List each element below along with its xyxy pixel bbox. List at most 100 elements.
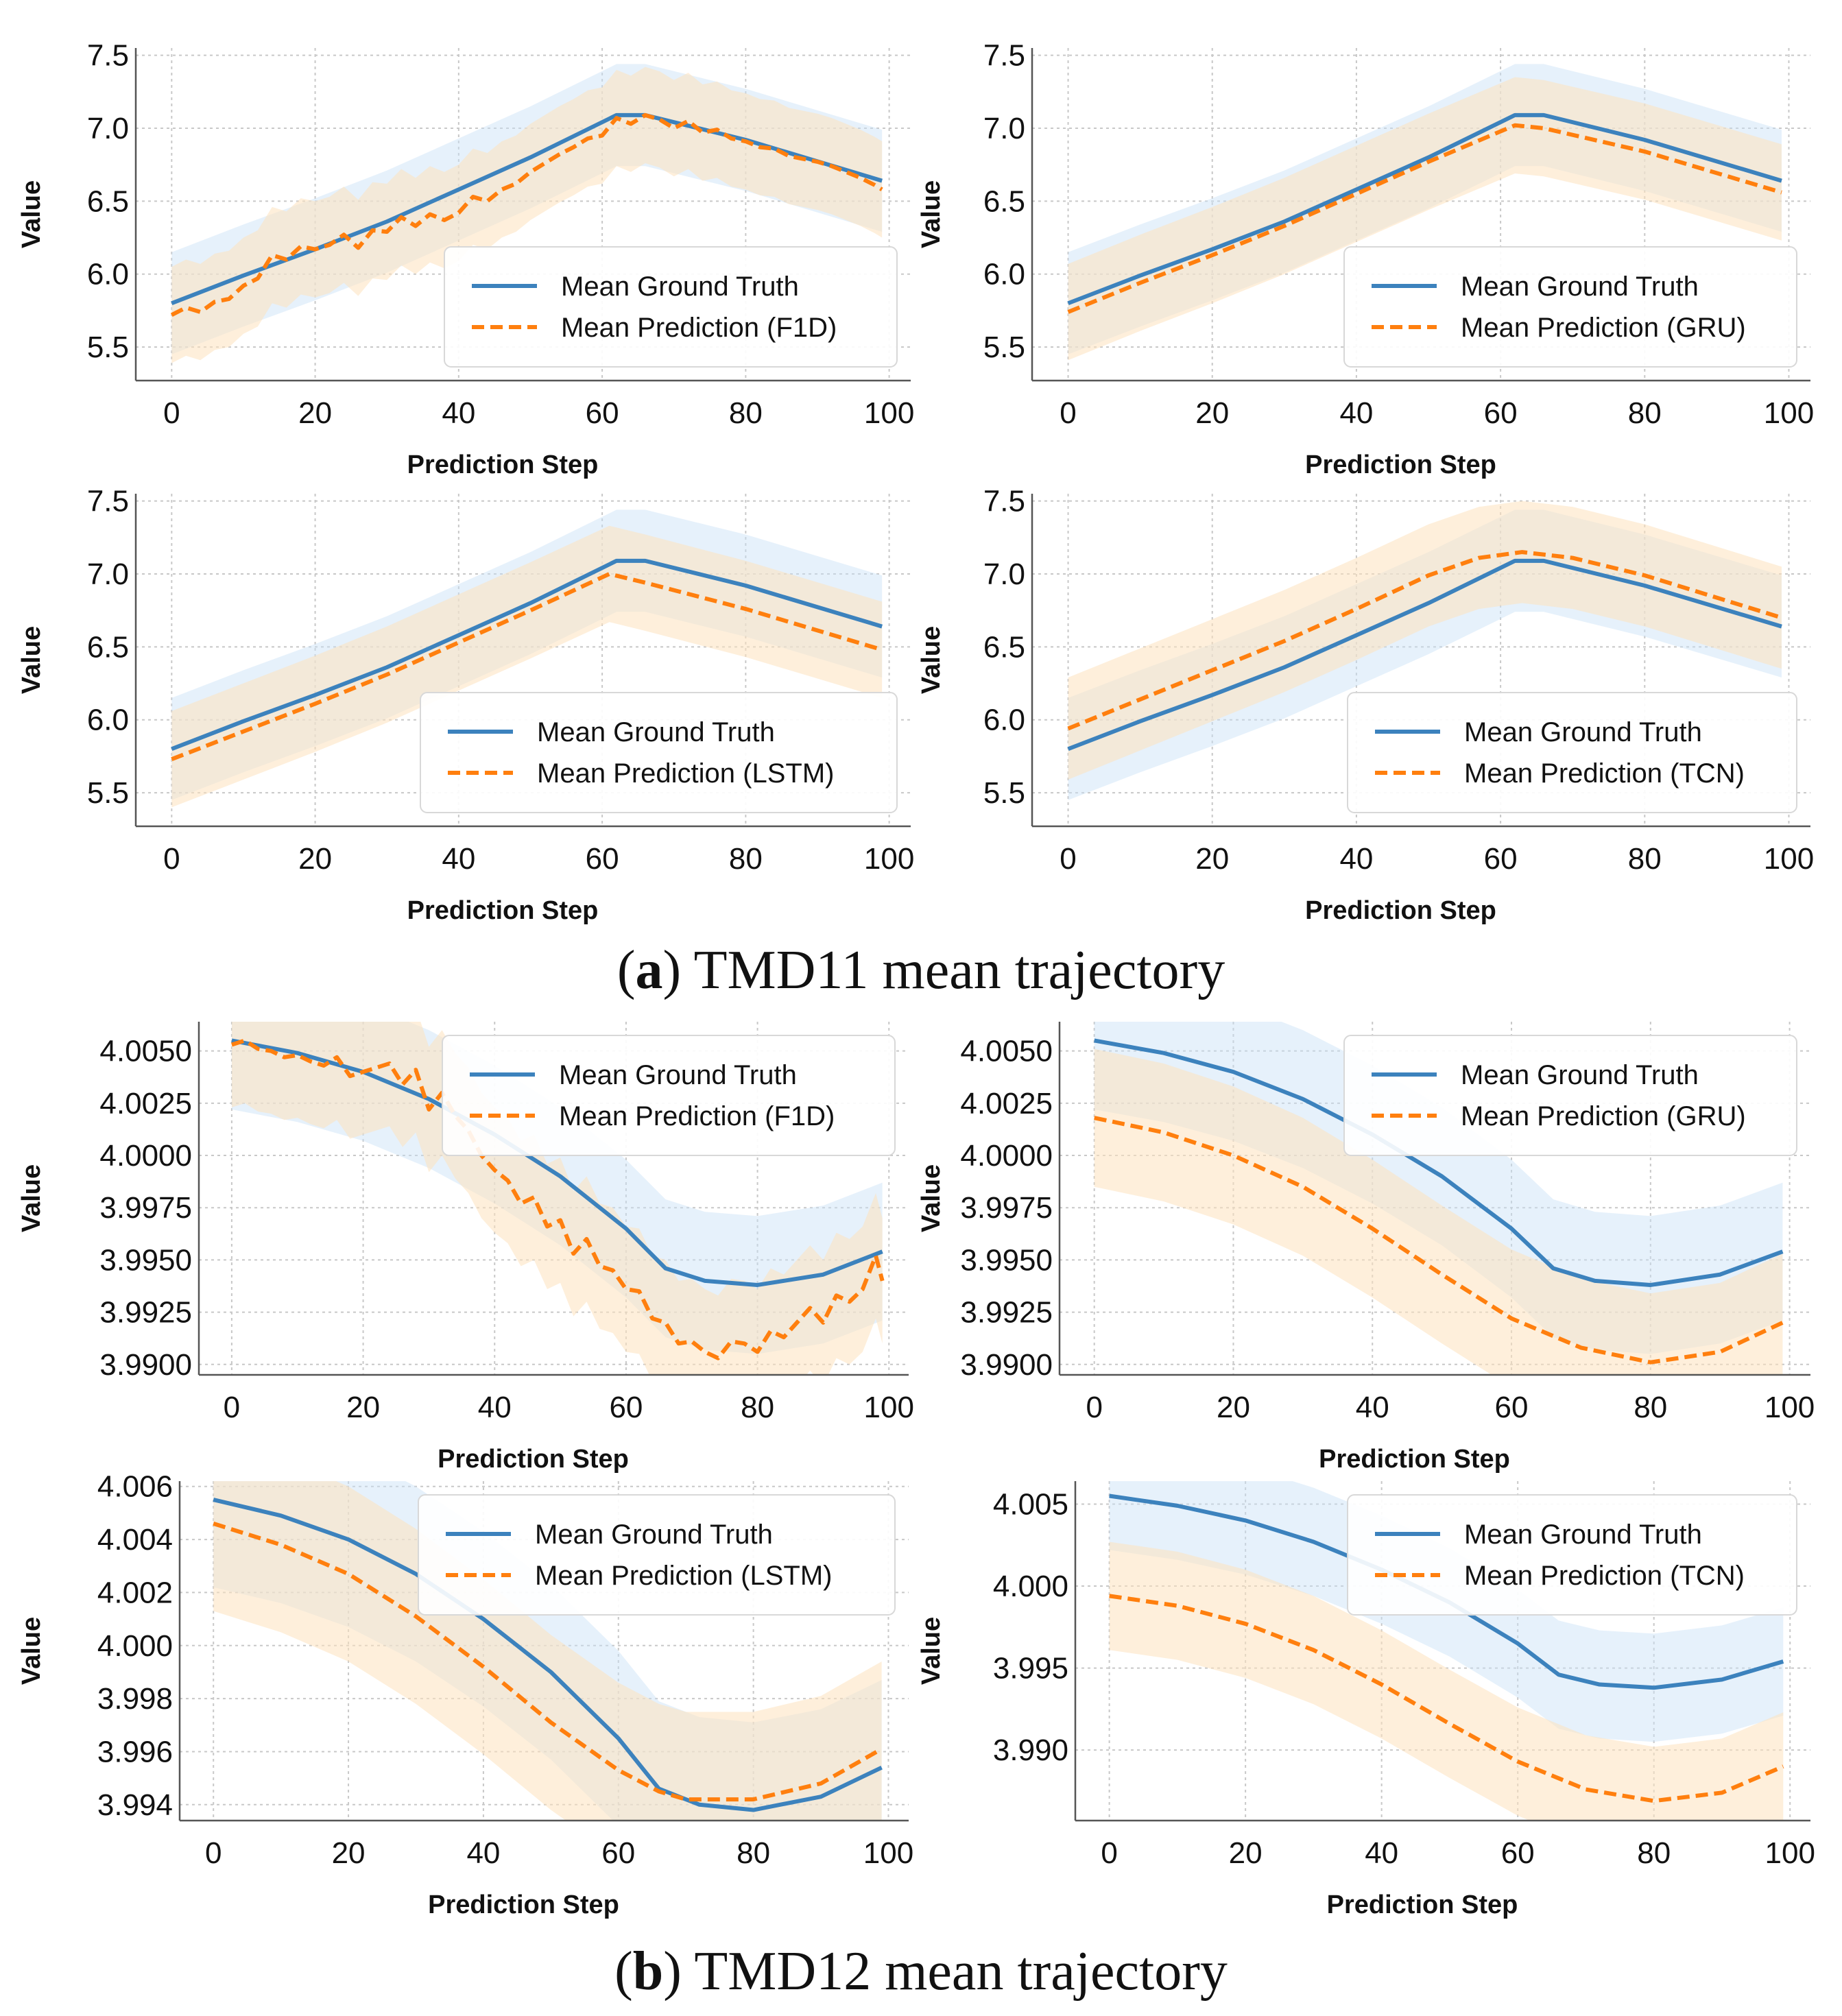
legend: Mean Ground Truth Mean Prediction (F1D) [444,246,898,368]
plot-area [1067,64,1782,361]
x-axis-label: Prediction Step [1305,451,1496,479]
y-axis-label: Value [17,1164,46,1232]
y-tick-label: 4.0025 [99,1087,192,1120]
panel-tmd11-lstm: 0 20 40 60 80 100 5.5 6.0 6.5 7.0 7.5 Prediction St… [17,485,914,925]
x-axis-label: Prediction Step [438,1445,629,1474]
x-tick-label: 0 [1101,1836,1117,1870]
y-axis-label: Value [17,626,46,694]
panel-tmd12-tcn: 0 20 40 60 80 100 3.990 3.995 4.000 4.005 Predicti… [917,1481,1815,1919]
legend: Mean Ground Truth Mean Prediction (LSTM) [420,692,898,813]
x-tick-label: 20 [346,1391,380,1424]
caption-b-letter: b [632,1941,664,2002]
y-tick-label: 6.5 [87,184,129,218]
x-tick-label: 80 [1634,1391,1667,1424]
legend: Mean Ground Truth Mean Prediction (TCN) [1347,1494,1797,1616]
x-tick-label: 100 [864,1391,914,1424]
y-axis-label: Value [917,626,946,694]
legend-prediction-label: Mean Prediction (F1D) [561,313,837,343]
y-axis-label: Value [917,1617,946,1685]
legend-box [1347,692,1797,813]
prediction-band [1068,77,1782,361]
x-axis-label: Prediction Step [407,896,599,925]
plot-area [171,509,883,808]
caption-a-letter: a [635,940,663,1000]
y-tick-label: 6.0 [87,704,129,737]
prediction-band [213,1481,882,1821]
y-axis-label: Value [917,180,946,248]
ground-truth-line [1067,558,1782,752]
y-tick-label: 6.5 [983,184,1025,218]
plot-area [213,1481,883,1821]
x-tick-label: 60 [1495,1391,1529,1424]
legend-box [444,246,898,368]
y-tick-label: 4.004 [97,1523,173,1557]
plot-area [1094,1022,1784,1375]
prediction-line [171,571,883,761]
y-tick-label: 7.5 [983,485,1025,518]
legend-prediction-label: Mean Prediction (TCN) [1464,758,1745,789]
x-tick-label: 20 [1195,842,1229,876]
y-tick-label: 4.0050 [99,1035,192,1068]
legend-prediction-label: Mean Prediction (GRU) [1461,1101,1746,1131]
x-tick-label: 100 [1764,396,1814,430]
prediction-band [171,525,883,808]
x-tick-label: 60 [1501,1836,1535,1870]
x-tick-label: 60 [586,842,619,876]
y-tick-label: 4.0050 [960,1035,1053,1068]
x-tick-label: 60 [586,396,619,430]
x-tick-label: 80 [741,1391,774,1424]
y-axis-label: Value [17,180,46,248]
x-tick-label: 80 [729,842,763,876]
x-tick-label: 0 [224,1391,240,1424]
y-tick-label: 7.0 [983,112,1025,145]
prediction-band [171,67,883,363]
x-tick-label: 40 [478,1391,512,1424]
x-tick-label: 20 [298,842,332,876]
legend-ground-truth-label: Mean Ground Truth [1464,1520,1702,1550]
y-tick-label: 4.0000 [99,1139,192,1173]
legend-box [418,1494,896,1616]
y-tick-label: 3.9900 [99,1348,192,1382]
x-tick-label: 0 [1086,1391,1102,1424]
ground-truth-line [1067,112,1782,306]
caption-a: (a) TMD11 mean trajectory [617,940,1225,1000]
y-axis-label: Value [17,1617,46,1685]
y-tick-label: 6.5 [87,630,129,664]
ground-truth-line [1109,1493,1784,1690]
prediction-band [1109,1541,1784,1821]
y-tick-label: 3.994 [97,1788,173,1822]
y-tick-label: 7.5 [87,39,129,73]
x-tick-label: 80 [737,1836,770,1870]
prediction-line [213,1522,883,1802]
legend-ground-truth-label: Mean Ground Truth [559,1060,797,1090]
legend-ground-truth-label: Mean Ground Truth [1461,272,1699,302]
y-tick-label: 3.990 [993,1733,1068,1767]
prediction-band [1068,501,1782,780]
y-tick-label: 3.9925 [99,1296,192,1330]
x-tick-label: 0 [205,1836,222,1870]
legend: Mean Ground Truth Mean Prediction (LSTM) [418,1494,896,1616]
panel-tmd11-gru: 0 20 40 60 80 100 5.5 6.0 6.5 7.0 7.5 Prediction St… [917,39,1814,479]
legend: Mean Ground Truth Mean Prediction (GRU) [1343,246,1797,368]
ground-truth-line [1094,1038,1784,1287]
y-tick-label: 6.0 [983,258,1025,291]
x-axis-label: Prediction Step [407,451,599,479]
x-tick-label: 100 [864,842,914,876]
legend-box [420,692,898,813]
prediction-line [231,1038,885,1360]
y-tick-label: 6.0 [983,704,1025,737]
y-tick-label: 3.9950 [99,1243,192,1277]
y-tick-label: 6.0 [87,258,129,291]
x-tick-label: 40 [442,396,475,430]
x-tick-label: 60 [601,1836,635,1870]
y-tick-label: 4.000 [993,1570,1068,1603]
legend-prediction-label: Mean Prediction (LSTM) [537,758,834,789]
plot-area [1067,501,1782,800]
legend-prediction-label: Mean Prediction (F1D) [559,1101,835,1131]
caption-b-text: TMD12 mean trajectory [694,1941,1228,2002]
x-tick-label: 40 [1356,1391,1389,1424]
ground-truth-line [213,1498,883,1812]
legend-ground-truth-label: Mean Ground Truth [537,717,775,747]
x-tick-label: 60 [609,1391,643,1424]
